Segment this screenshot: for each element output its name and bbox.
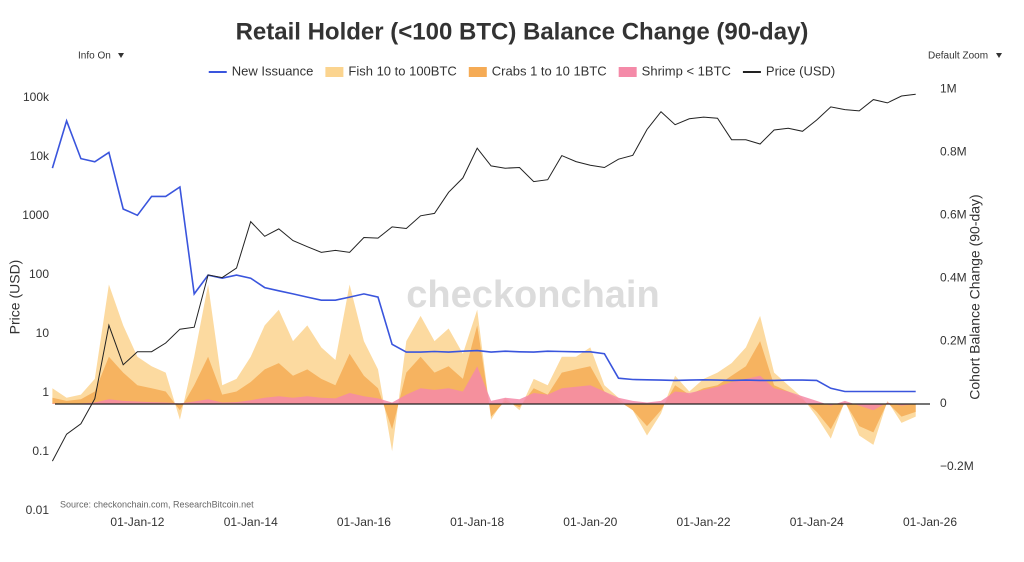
area-series	[52, 325, 916, 433]
x-tick-label: 01-Jan-12	[110, 515, 164, 529]
line-series	[51, 118, 916, 393]
plot-layer	[51, 93, 930, 462]
info-toggle[interactable]: Info On	[78, 51, 111, 62]
x-tick-label: 01-Jan-14	[224, 515, 278, 529]
legend-label: Shrimp < 1BTC	[642, 63, 731, 78]
y2-tick-label: 0.8M	[940, 145, 967, 159]
x-tick-label: 01-Jan-20	[563, 515, 617, 529]
y2-tick-label: 1M	[940, 82, 957, 96]
area-series	[52, 284, 916, 452]
chart-title: Retail Holder (<100 BTC) Balance Change …	[236, 18, 809, 45]
x-tick-label: 01-Jan-24	[790, 515, 844, 529]
y2-tick-label: −0.2M	[940, 459, 974, 473]
x-tick-label: 01-Jan-26	[903, 515, 957, 529]
y-tick-label: 10k	[30, 149, 50, 163]
y2-tick-label: 0.2M	[940, 333, 967, 347]
y-axis-label: Price (USD)	[7, 260, 23, 335]
legend-label: Fish 10 to 100BTC	[348, 63, 456, 78]
legend-label: Price (USD)	[766, 63, 835, 78]
watermark: checkonchain	[406, 274, 659, 316]
line-series	[51, 93, 916, 462]
y2-tick-label: 0	[940, 396, 947, 410]
y-tick-label: 1	[42, 385, 49, 399]
y-tick-label: 1000	[22, 208, 49, 222]
x-tick-label: 01-Jan-16	[337, 515, 391, 529]
y-tick-label: 100k	[23, 90, 50, 104]
legend: New Issuance Fish 10 to 100BTC Crabs 1 to …	[208, 63, 835, 78]
zoom-menu[interactable]: Default Zoom	[928, 51, 988, 62]
area-series	[52, 366, 916, 411]
legend-label: New Issuance	[232, 63, 314, 78]
y2-axis-label: Cohort Balance Change (90-day)	[967, 194, 983, 399]
y2-tick-label: 0.6M	[940, 207, 967, 221]
dropdown-arrow[interactable]	[118, 53, 124, 58]
y-tick-label: 100	[29, 267, 49, 281]
dropdown-arrow[interactable]	[996, 53, 1002, 58]
x-tick-label: 01-Jan-18	[450, 515, 504, 529]
legend-label: Crabs 1 to 10 1BTC	[492, 63, 607, 78]
legend-swatch	[325, 67, 344, 77]
y-tick-label: 10	[36, 326, 50, 340]
y-tick-label: 0.01	[26, 503, 50, 517]
legend-swatch	[468, 67, 487, 77]
legend-swatch	[618, 67, 637, 77]
y-tick-label: 0.1	[32, 444, 49, 458]
y2-tick-label: 0.4M	[940, 270, 967, 284]
source-note: Source: checkonchain.com, ResearchBitcoi…	[60, 499, 254, 509]
x-tick-label: 01-Jan-22	[677, 515, 731, 529]
